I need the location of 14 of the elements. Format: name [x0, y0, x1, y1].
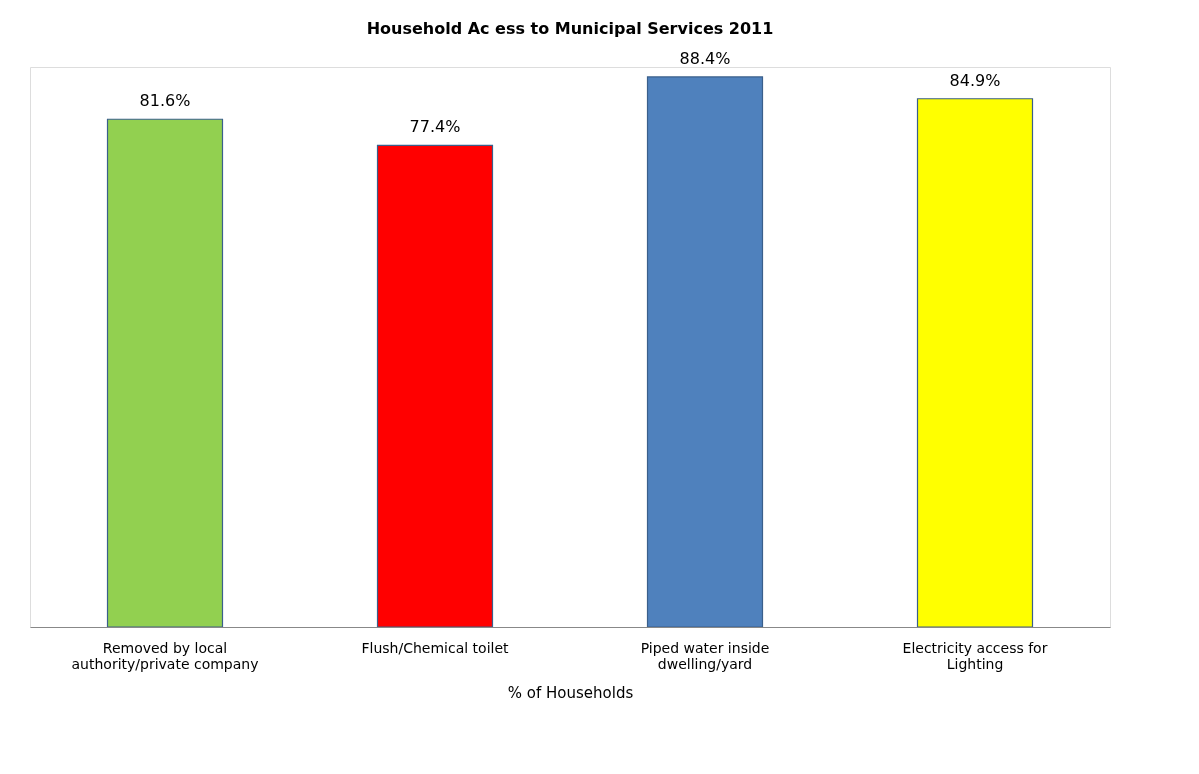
data-label: 81.6% [139, 91, 191, 111]
bar [376, 144, 494, 627]
x-tick-label: Electricity access for Lighting [902, 639, 1048, 672]
bar [106, 118, 224, 627]
x-tick-label: Piped water inside dwelling/yard [640, 639, 770, 672]
bar [916, 98, 1034, 627]
data-label: 84.9% [949, 70, 1001, 90]
data-label: 77.4% [409, 117, 461, 137]
data-label: 88.4% [679, 48, 731, 68]
x-tick-label: Flush/Chemical toilet [361, 639, 510, 656]
chart-title: Household Ac ess to Municipal Services 2011 [366, 18, 774, 38]
x-axis-title: % of Households [507, 683, 634, 702]
x-tick-label: Removed by local authority/private company [71, 639, 259, 672]
bar [646, 76, 764, 627]
